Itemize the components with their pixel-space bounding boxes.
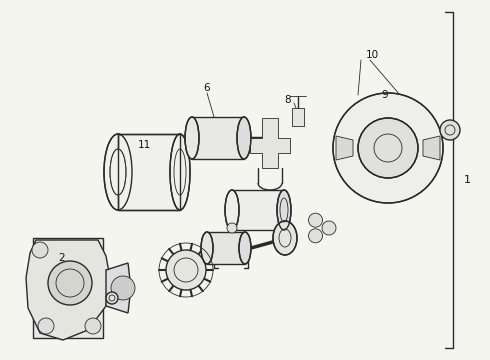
Polygon shape (26, 240, 110, 340)
Polygon shape (106, 263, 130, 313)
Ellipse shape (239, 232, 251, 264)
Circle shape (227, 223, 237, 233)
Ellipse shape (225, 190, 239, 230)
Text: 11: 11 (137, 140, 150, 150)
Ellipse shape (201, 232, 213, 264)
Ellipse shape (170, 134, 190, 210)
Ellipse shape (110, 149, 126, 195)
Circle shape (111, 276, 135, 300)
Text: 9: 9 (382, 90, 388, 100)
Circle shape (166, 250, 206, 290)
Circle shape (333, 93, 443, 203)
Polygon shape (207, 232, 245, 264)
Polygon shape (232, 190, 284, 230)
Text: 6: 6 (204, 83, 210, 93)
Polygon shape (33, 238, 103, 338)
Circle shape (106, 292, 118, 304)
Text: 4: 4 (169, 275, 175, 285)
Text: 1: 1 (464, 175, 470, 185)
Ellipse shape (277, 190, 291, 230)
Ellipse shape (237, 117, 251, 159)
Circle shape (309, 229, 322, 243)
Circle shape (85, 318, 101, 334)
Circle shape (38, 318, 54, 334)
Ellipse shape (185, 117, 199, 159)
Polygon shape (118, 134, 180, 210)
Circle shape (309, 213, 322, 227)
Ellipse shape (273, 221, 297, 255)
Text: 7: 7 (263, 133, 270, 143)
Text: 2: 2 (59, 253, 65, 263)
Circle shape (48, 261, 92, 305)
Text: 5: 5 (245, 203, 251, 213)
Text: 3: 3 (105, 290, 111, 300)
Text: 8: 8 (285, 95, 292, 105)
Polygon shape (292, 108, 304, 126)
Polygon shape (192, 117, 244, 159)
Circle shape (440, 120, 460, 140)
Polygon shape (423, 136, 440, 160)
Circle shape (32, 242, 48, 258)
Polygon shape (336, 136, 353, 160)
Ellipse shape (104, 134, 132, 210)
Circle shape (358, 118, 418, 178)
Circle shape (322, 221, 336, 235)
Text: 10: 10 (366, 50, 379, 60)
Polygon shape (250, 118, 290, 168)
